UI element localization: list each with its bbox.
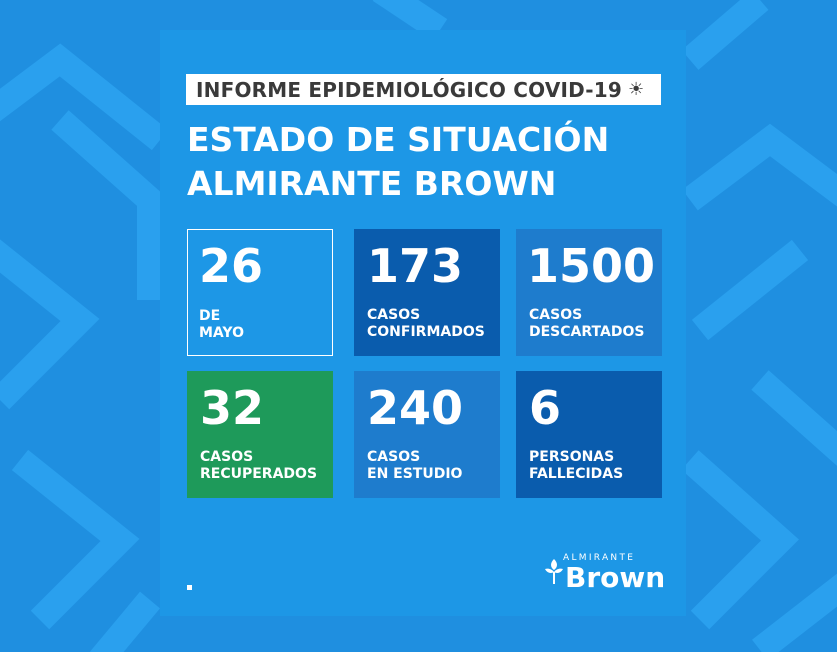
virus-icon: ☀ — [628, 79, 645, 100]
decorative-dot — [187, 585, 192, 590]
report-header-label: INFORME EPIDEMIOLÓGICO COVID-19 — [196, 77, 623, 102]
stat-value: 1500 — [527, 239, 656, 293]
stat-card-confirmed: 173 CASOS CONFIRMADOS — [354, 229, 500, 356]
stat-label: DE MAYO — [199, 308, 244, 341]
stat-label: CASOS RECUPERADOS — [200, 449, 318, 482]
flower-icon — [545, 559, 563, 584]
stat-value: 240 — [367, 381, 464, 435]
stat-label: CASOS CONFIRMADOS — [367, 307, 485, 340]
almirante-brown-logo: ALMIRANTE Brown — [543, 551, 665, 596]
stat-value: 26 — [199, 239, 264, 293]
stat-card-date: 26 DE MAYO — [187, 229, 333, 356]
stat-label: PERSONAS FALLECIDAS — [529, 449, 624, 482]
stat-card-under-study: 240 CASOS EN ESTUDIO — [354, 371, 500, 498]
stat-card-recovered: 32 CASOS RECUPERADOS — [187, 371, 333, 498]
stat-value: 173 — [367, 239, 464, 293]
stat-label: CASOS DESCARTADOS — [529, 307, 645, 340]
stat-card-deceased: 6 PERSONAS FALLECIDAS — [516, 371, 662, 498]
logo-main-text: Brown — [565, 561, 666, 594]
page-title: ESTADO DE SITUACIÓN ALMIRANTE BROWN — [187, 118, 667, 206]
stat-value: 32 — [200, 381, 265, 435]
report-header-bar: INFORME EPIDEMIOLÓGICO COVID-19 ☀ — [186, 74, 661, 105]
stat-label: CASOS EN ESTUDIO — [367, 449, 463, 482]
title-line-1: ESTADO DE SITUACIÓN — [187, 120, 610, 159]
stat-value: 6 — [529, 381, 562, 435]
title-line-2: ALMIRANTE BROWN — [187, 164, 557, 203]
stat-card-discarded: 1500 CASOS DESCARTADOS — [516, 229, 662, 356]
logo-small-text: ALMIRANTE — [563, 553, 636, 563]
